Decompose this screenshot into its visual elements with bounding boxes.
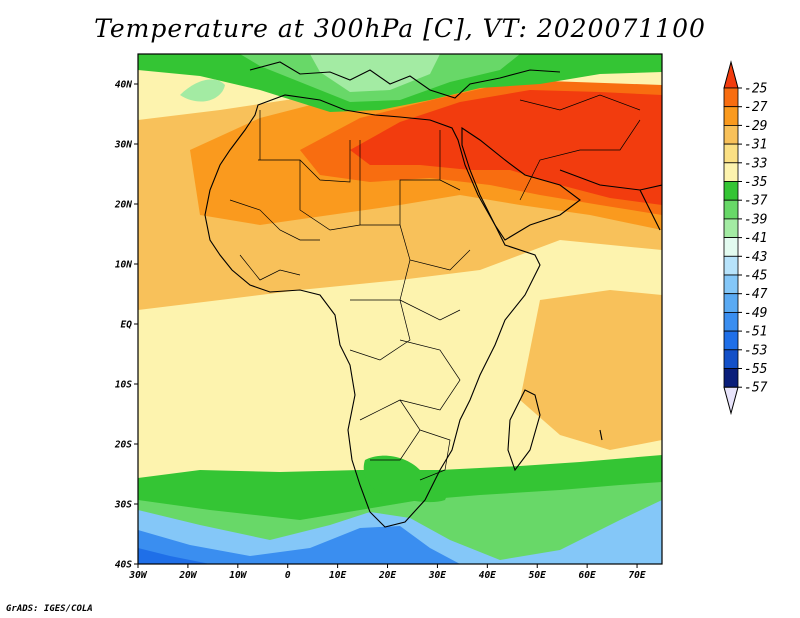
country-border: [229, 199, 320, 241]
lon-label: 30E: [428, 570, 446, 581]
colorbar-label: -29: [744, 119, 767, 134]
colorbar-swatch: [723, 181, 739, 201]
country-border: [239, 254, 301, 281]
colorbar-label: -39: [744, 212, 767, 227]
colorbar-swatch: [723, 106, 739, 126]
africa-coastline: [204, 94, 541, 528]
lon-label: 30W: [128, 570, 147, 581]
india-coast: [639, 189, 661, 231]
colorbar-swatch: [723, 349, 739, 369]
colorbar-swatch: [723, 199, 739, 220]
lon-label: 20W: [178, 570, 197, 581]
map-title: Temperature at 300hPa [C], VT: 202007110…: [94, 14, 706, 43]
lon-label: 0: [285, 570, 291, 581]
colorbar-label: -45: [744, 269, 768, 284]
colorbar-swatch: [723, 293, 739, 313]
colorbar-swatch: [723, 237, 739, 257]
field-deepblue-south: [138, 548, 210, 564]
colorbar-label: -49: [744, 306, 767, 321]
country-border: [258, 140, 351, 183]
map-frame: [137, 53, 663, 565]
colorbar-swatch: [723, 274, 739, 295]
colorbar-over-arrow: [723, 60, 739, 89]
lon-label: 60E: [579, 570, 596, 581]
country-border: [399, 339, 461, 411]
colorbar-swatch: [723, 218, 739, 238]
country-border: [519, 94, 641, 111]
lon-label: 20E: [378, 570, 396, 581]
field-yellow: [138, 270, 662, 470]
iran-coast: [559, 169, 662, 191]
colorbar-label: -27: [744, 100, 768, 115]
lat-label: 20S: [114, 440, 132, 451]
country-border: [439, 130, 461, 191]
field-blue-south: [138, 526, 460, 564]
lat-label: EQ: [121, 320, 133, 331]
lon-label: 50E: [529, 570, 546, 581]
lat-label: 40S: [115, 560, 132, 571]
temperature-field: [138, 54, 662, 564]
colorbar-under-arrow: [723, 386, 739, 416]
field-green-safrica: [363, 455, 449, 503]
axis-ticks: [134, 83, 638, 568]
colorbar-label: -41: [744, 231, 767, 246]
country-border: [419, 429, 451, 481]
colorbar-swatch: [723, 330, 739, 351]
europe-coastline: [249, 61, 561, 99]
colorbar: -25 -27 -29 -31 -33 -35 -37 -39 -41 -43 -45 -47 -49 -…: [723, 60, 768, 416]
colorbar-label: -53: [744, 343, 767, 358]
field-red: [350, 90, 662, 205]
latitude-labels: 40N 30N 20N 10N EQ 10S 20S 30S 40S: [114, 80, 132, 571]
colorbar-label: -37: [744, 194, 768, 209]
country-border: [399, 259, 461, 321]
lon-label: 10E: [329, 570, 346, 581]
lat-label: 10S: [115, 380, 132, 391]
madagascar: [507, 389, 541, 472]
sri-lanka: [599, 429, 603, 441]
arabia-coastline: [461, 126, 581, 241]
colorbar-swatch: [723, 143, 739, 164]
longitude-labels: 30W 20W 10W 0 10E 20E 30E 40E 50E 60E 70E: [128, 570, 645, 581]
colorbar-label: -25: [744, 82, 768, 97]
colorbar-label: -55: [744, 362, 768, 377]
lon-label: 70E: [628, 570, 645, 581]
colorbar-swatch: [723, 125, 739, 145]
country-border: [299, 160, 361, 231]
colorbar-label: -43: [744, 250, 767, 265]
country-border: [519, 119, 641, 201]
colorbar-label: -51: [744, 325, 767, 340]
field-pale-nw: [180, 79, 225, 102]
colorbar-label: -33: [744, 156, 767, 171]
colorbar-label: -31: [744, 138, 767, 153]
lat-label: 40N: [115, 80, 132, 91]
colorbar-label: -57: [744, 381, 768, 396]
lat-label: 30S: [114, 500, 132, 511]
field-orange-south: [520, 290, 662, 450]
lat-label: 20N: [114, 200, 132, 211]
colorbar-swatch: [723, 162, 739, 182]
lon-label: 10W: [229, 570, 247, 581]
colorbar-label: -47: [744, 287, 768, 302]
colorbar-label: -35: [744, 175, 768, 190]
country-border: [349, 299, 411, 361]
grads-credit: GrADS: IGES/COLA: [6, 604, 93, 614]
colorbar-swatch: [723, 87, 739, 108]
country-border: [399, 224, 471, 271]
coastlines: [204, 61, 662, 528]
colorbar-swatch: [723, 311, 739, 332]
lat-label: 30N: [114, 140, 132, 151]
lon-label: 40E: [479, 570, 496, 581]
colorbar-swatch: [723, 368, 739, 388]
colorbar-swatch: [723, 255, 739, 276]
country-borders: [229, 94, 641, 481]
lat-label: 10N: [115, 260, 132, 271]
